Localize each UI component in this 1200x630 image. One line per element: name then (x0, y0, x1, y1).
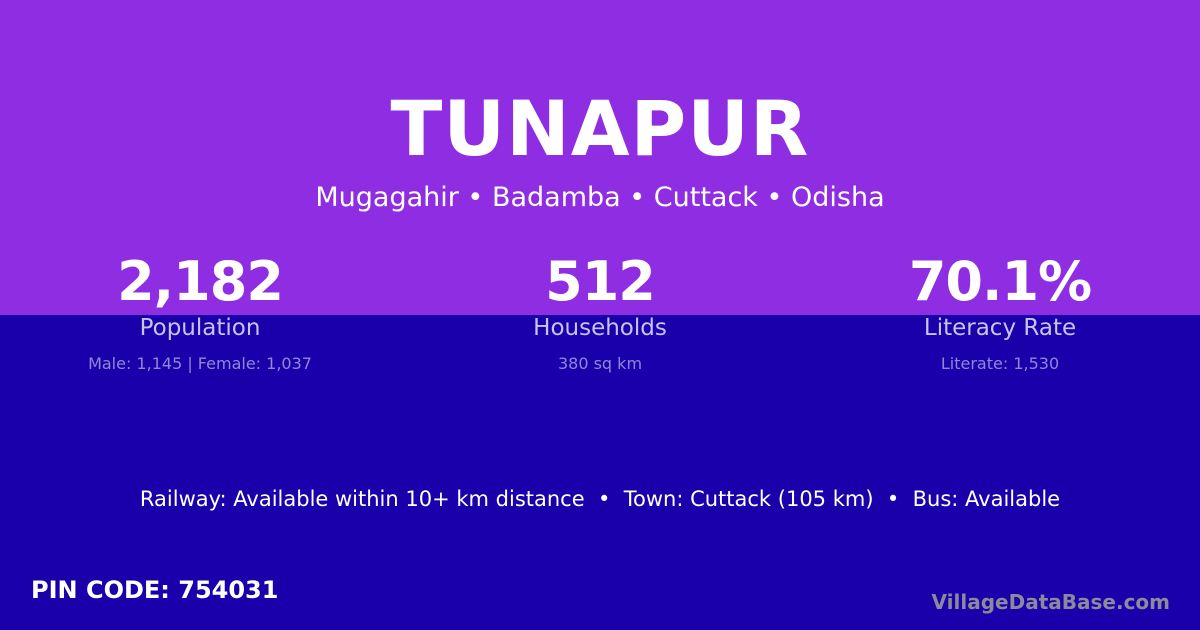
watermark-logo: VillageDataBase.com (931, 590, 1170, 614)
population-label: Population (139, 315, 261, 341)
header-band (0, 0, 1200, 315)
literacy-value: 70.1% (908, 250, 1092, 313)
literacy-detail: Literate: 1,530 (940, 354, 1060, 373)
households-label: Households (533, 315, 667, 341)
literacy-label: Literacy Rate (923, 315, 1077, 341)
households-value: 512 (545, 250, 656, 313)
pin-code: PIN CODE: 754031 (31, 576, 279, 604)
village-title: TUNAPUR (390, 84, 810, 173)
location-breadcrumb: Mugagahir • Badamba • Cuttack • Odisha (315, 182, 885, 213)
households-detail: 380 sq km (557, 354, 643, 373)
population-value: 2,182 (117, 250, 284, 313)
connectivity-info: Railway: Available within 10+ km distanc… (139, 487, 1061, 511)
population-detail: Male: 1,145 | Female: 1,037 (88, 354, 312, 373)
